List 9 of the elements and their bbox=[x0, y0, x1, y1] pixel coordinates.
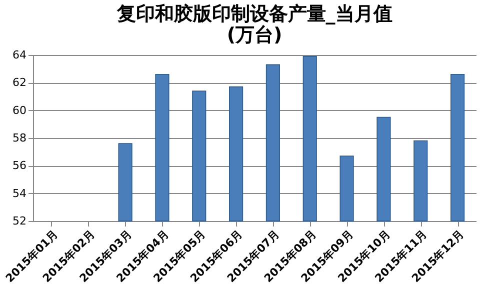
y-tick-label: 60 bbox=[12, 104, 26, 117]
text: 复印和胶版印制设备产量_当月值 bbox=[116, 3, 392, 25]
y-tick-label: 62 bbox=[12, 76, 26, 90]
y-tick-label: 56 bbox=[12, 159, 26, 172]
y-tick-label: 54 bbox=[12, 186, 26, 200]
y-tick-label: 64 bbox=[12, 48, 26, 62]
y-tick-label: 58 bbox=[12, 132, 26, 144]
text: (万台) bbox=[226, 24, 282, 46]
y-tick-label: 52 bbox=[12, 214, 26, 228]
